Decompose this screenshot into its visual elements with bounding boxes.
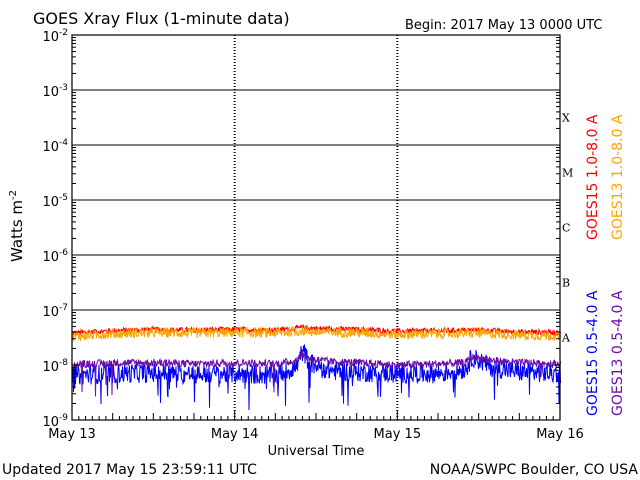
flare-class-X: X: [562, 112, 570, 125]
legend-entry-1: GOES15 1.0-8.0 A: [585, 114, 601, 240]
y-axis-label: Watts m-2: [8, 190, 26, 262]
flare-class-B: B: [562, 277, 570, 290]
x-tick-label: May 13: [48, 427, 96, 442]
chart-title: GOES Xray Flux (1-minute data): [33, 9, 290, 28]
y-tick-label: 10-6: [42, 248, 68, 265]
flare-class-M: M: [562, 167, 573, 180]
y-tick-label: 10-7: [42, 303, 68, 320]
series-line-2: [71, 325, 561, 342]
y-tick-label: 10-5: [42, 193, 68, 210]
legend: GOES15 1.0-8.0 A GOES13 1.0-8.0 A GOES15 0…: [585, 114, 626, 416]
grid-lines: [72, 35, 560, 420]
flare-class-C: C: [562, 222, 570, 235]
begin-time: Begin: 2017 May 13 0000 UTC: [405, 18, 602, 33]
legend-entry-4: GOES13 0.5-4.0 A: [610, 290, 626, 416]
y-axis: 10-9 10-8 10-7 10-6 10-5 10-4 10-3 10-2: [42, 28, 560, 430]
flare-class-labels: A B C M X: [561, 112, 573, 345]
x-axis: May 13 May 14 May 15 May 16: [48, 410, 584, 442]
x-axis-label: Universal Time: [268, 444, 365, 459]
y-tick-label: 10-8: [42, 358, 68, 375]
series-line-1: [71, 323, 561, 337]
series-line-3: [71, 344, 561, 411]
y-tick-label: 10-9: [42, 413, 68, 430]
flare-class-A: A: [561, 332, 571, 345]
series-line-4: [71, 350, 561, 397]
legend-entry-3: GOES15 0.5-4.0 A: [585, 290, 601, 416]
x-tick-label: May 16: [536, 427, 584, 442]
updated-timestamp: Updated 2017 May 15 23:59:11 UTC: [2, 462, 257, 478]
x-tick-label: May 14: [211, 427, 259, 442]
y-tick-label: 10-2: [42, 28, 68, 45]
x-tick-label: May 15: [374, 427, 422, 442]
y-tick-label: 10-4: [42, 138, 68, 155]
y-tick-label: 10-3: [42, 83, 68, 100]
legend-entry-2: GOES13 1.0-8.0 A: [610, 114, 626, 240]
credit-text: NOAA/SWPC Boulder, CO USA: [430, 462, 639, 478]
series-lines: [71, 323, 561, 411]
